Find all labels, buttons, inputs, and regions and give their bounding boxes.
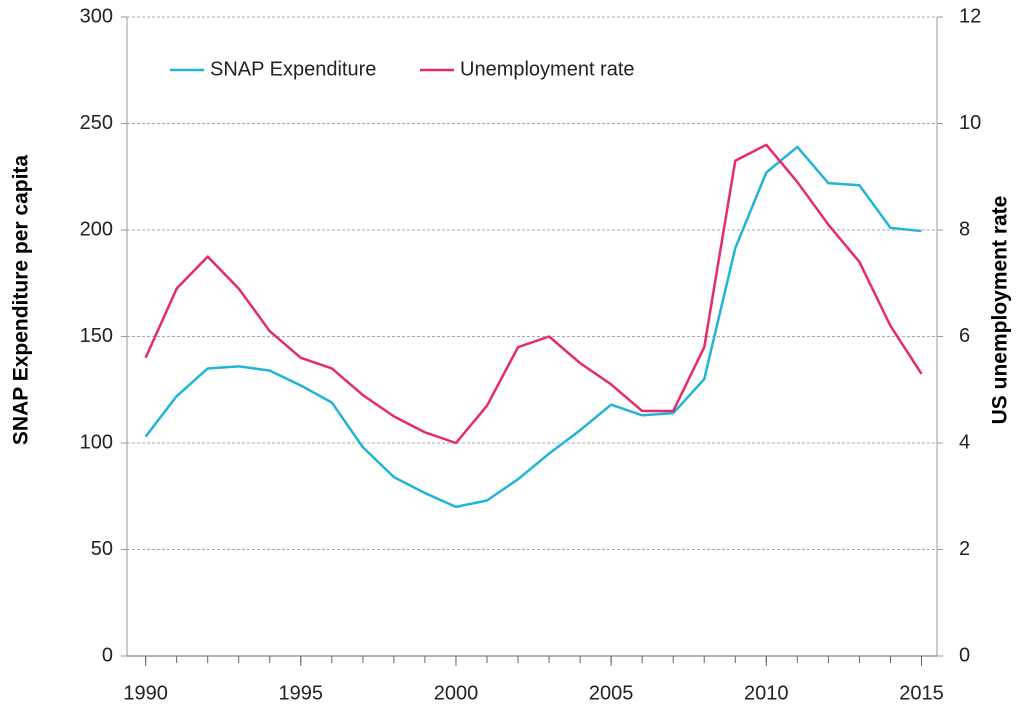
y-tick-label: 200 [80,218,113,240]
x-tick-label: 2005 [589,682,634,704]
y-tick-label: 50 [91,538,113,560]
y2-tick-label: 4 [959,431,970,453]
y2-tick-label: 10 [959,112,981,134]
x-tick-label: 1990 [123,682,168,704]
series-line [144,145,922,509]
y-tick-label: 150 [80,325,113,347]
legend-label: SNAP Expenditure [210,58,376,80]
y-tick-label: 250 [80,112,113,134]
x-tick-label: 2000 [434,682,479,704]
y-tick-label: 100 [80,431,113,453]
y2-tick-label: 8 [959,218,970,240]
series-line [144,143,923,445]
y-tick-label: 300 [80,5,113,27]
y2-axis-title: US unemployment rate [989,196,1012,425]
x-tick-label: 1995 [279,682,324,704]
y2-tick-label: 0 [959,644,970,666]
y-tick-label: 0 [102,644,113,666]
x-tick-label: 2015 [899,682,944,704]
x-tick-label: 2010 [744,682,789,704]
legend-label: Unemployment rate [460,58,635,80]
y2-tick-label: 12 [959,5,981,27]
y-axis-title: SNAP Expenditure per capita [10,155,33,446]
y2-tick-label: 2 [959,538,970,560]
y2-tick-label: 6 [959,325,970,347]
